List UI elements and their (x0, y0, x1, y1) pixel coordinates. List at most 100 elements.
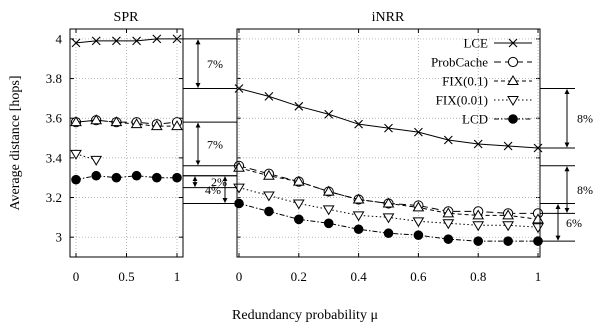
point-lcd (152, 172, 162, 183)
series-line-lce (75, 38, 177, 44)
x-tick-label: 0 (236, 269, 243, 284)
point-fix-0-01 (292, 199, 305, 210)
point-lce (172, 34, 182, 44)
legend-label: FIX(0.01) (436, 93, 488, 108)
point-lce (91, 36, 101, 46)
point-lcd (111, 172, 122, 183)
point-lce (473, 139, 483, 149)
point-fix-0-01 (502, 221, 514, 232)
point-fix-0-1 (322, 185, 335, 196)
panel-title: SPR (114, 10, 140, 25)
point-fix-0-1 (412, 201, 425, 212)
point-lcd (131, 170, 142, 181)
point-fix-0-1 (442, 207, 455, 218)
point-lce (443, 135, 453, 145)
point-lce (384, 123, 393, 133)
point-fix-0-1 (263, 169, 275, 180)
x-tick-label: 1 (535, 269, 542, 284)
point-fix-0-1 (90, 114, 103, 125)
point-lcd (353, 224, 364, 235)
x-axis-ticks: 0 0.2 0.4 0.6 0.8 1 (236, 29, 542, 284)
x-tick-label: 0.2 (291, 269, 307, 284)
series-group (233, 84, 544, 246)
point-lcd (91, 170, 101, 181)
legend-label: FIX(0.1) (442, 74, 488, 89)
annotations: 7%7%2%4%8%8%6% (183, 38, 593, 242)
point-lce (324, 109, 334, 119)
point-fix-0-1 (130, 118, 143, 129)
point-fix-0-01 (532, 223, 544, 234)
point-fix-0-1 (472, 209, 485, 220)
point-fix-0-1 (502, 209, 514, 220)
x-tick-label: 1 (174, 269, 181, 284)
point-fix-0-01 (412, 217, 425, 228)
point-fix-0-01 (322, 205, 335, 216)
point-lce (132, 36, 141, 46)
annotation-label: 7% (207, 57, 223, 71)
point-lcd (383, 228, 394, 239)
x-tick-label: 0.5 (118, 269, 134, 284)
annotation-label: 8% (577, 112, 593, 126)
point-lce (264, 92, 274, 101)
point-fix-0-01 (263, 191, 275, 202)
legend-marker (508, 38, 518, 48)
point-fix-0-1 (110, 116, 123, 127)
legend-label: LCD (462, 112, 488, 127)
x-tick-label: 0.4 (350, 269, 367, 284)
point-lce (152, 34, 162, 44)
point-lcd (172, 172, 182, 183)
point-lcd (264, 206, 274, 217)
point-lce (112, 36, 121, 46)
point-fix-0-1 (292, 175, 305, 186)
point-fix-0-1 (171, 120, 183, 131)
point-lcd (294, 214, 304, 225)
y-tick-label: 4 (56, 31, 63, 46)
point-fix-0-1 (70, 116, 82, 127)
point-fix-0-01 (90, 155, 103, 166)
point-fix-0-1 (352, 193, 365, 204)
point-lcd (413, 230, 424, 240)
point-fix-0-1 (150, 120, 163, 131)
legend: LCE ProbCache FIX(0.1) FIX(0.01) LCD (431, 36, 532, 127)
point-lce (533, 143, 543, 153)
x-tick-label: 0.8 (470, 269, 486, 284)
point-lce (414, 127, 423, 137)
point-lce (354, 119, 363, 129)
series-line-lce (238, 87, 539, 149)
y-tick-label: 3.4 (46, 150, 63, 165)
panel-inrr: iNRR 0 0.2 0.4 0.6 0.8 1 (233, 10, 544, 284)
annotation-label: 6% (566, 216, 582, 230)
point-fix-0-01 (233, 183, 245, 194)
legend-marker (508, 114, 518, 124)
gridlines (70, 29, 183, 257)
plot-frame (236, 28, 541, 258)
point-fix-0-01 (382, 213, 395, 224)
point-lce (503, 141, 513, 151)
x-axis-title: Redundancy probability μ (232, 308, 378, 323)
y-tick-label: 3 (56, 230, 63, 245)
point-fix-0-01 (442, 219, 455, 230)
point-fix-0-01 (472, 221, 485, 232)
point-fix-0-1 (382, 197, 395, 208)
y-axis-ticks: 3 3.2 3.4 3.6 3.8 4 (46, 31, 540, 245)
series-group (70, 34, 183, 185)
x-axis-ticks: 0 0.5 1 (73, 29, 181, 284)
point-lce (234, 84, 244, 93)
x-tick-label: 0.6 (410, 269, 427, 284)
y-axis-title: Average distance [hops] (8, 75, 23, 210)
legend-label: LCE (463, 36, 488, 51)
point-lcd (443, 234, 454, 244)
legend-label: ProbCache (431, 55, 488, 70)
legend-marker (507, 75, 519, 85)
point-fix-0-01 (70, 149, 82, 160)
panel-spr: SPR 33.23.43.63.84 0 0.5 1 (46, 10, 540, 284)
annotation-label: 8% (577, 183, 593, 197)
series-line-lcd (238, 202, 538, 242)
x-tick-label: 0 (73, 269, 80, 284)
series-line-fix-0-1 (238, 167, 539, 220)
point-lce (294, 101, 304, 111)
panel-title: iNRR (372, 10, 405, 25)
point-lcd (503, 236, 513, 246)
legend-marker (507, 96, 519, 106)
